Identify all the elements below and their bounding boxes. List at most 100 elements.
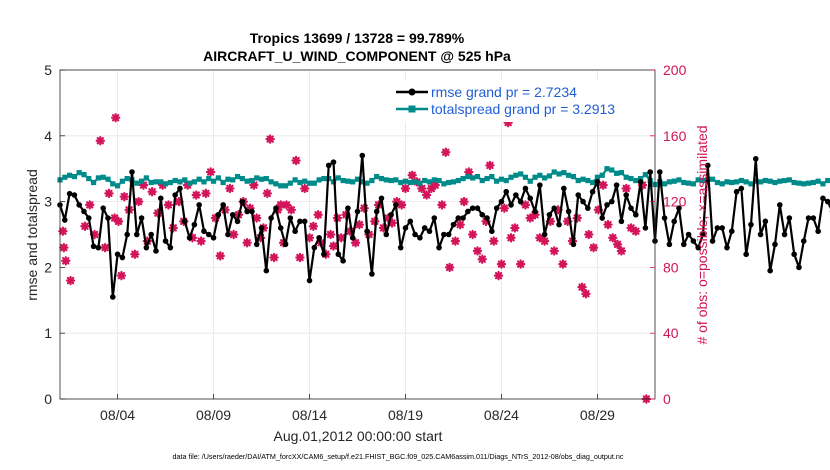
totalspread-point — [570, 173, 577, 180]
totalspread-point — [417, 180, 423, 186]
x-axis: 08/04 08/09 08/14 08/19 08/24 08/29 — [100, 394, 615, 423]
rmse-point — [345, 205, 351, 211]
obs-marker — [417, 183, 427, 194]
totalspread-point — [374, 173, 380, 180]
obs-marker — [477, 254, 487, 264]
totalspread-point — [321, 175, 327, 182]
obs-marker — [295, 252, 305, 263]
totalspread-point — [273, 181, 279, 187]
rmse-point — [273, 205, 279, 211]
rmse-point — [460, 215, 466, 221]
rmse-point — [796, 264, 802, 271]
obs-marker — [205, 167, 216, 177]
totalspread-point — [700, 177, 706, 184]
totalspread-point — [762, 177, 768, 184]
totalspread-point — [508, 174, 514, 180]
totalspread-point — [340, 177, 346, 184]
rmse-point — [196, 202, 202, 208]
rmse-point — [364, 228, 370, 235]
rmse-point — [757, 231, 764, 238]
totalspread-point — [599, 172, 605, 178]
totalspread-point — [455, 177, 461, 184]
totalspread-point — [518, 171, 524, 177]
rmse-point — [541, 231, 548, 238]
totalspread-point — [685, 180, 692, 186]
rmse-point — [748, 221, 754, 228]
totalspread-point — [820, 181, 826, 187]
rmse-point — [537, 182, 543, 188]
totalspread-point — [206, 175, 212, 182]
totalspread-point — [335, 175, 341, 181]
totalspread-point — [186, 180, 193, 186]
rmse-point — [407, 218, 414, 225]
rmse-point — [791, 251, 797, 258]
obs-marker — [400, 183, 411, 194]
rmse-point — [76, 202, 82, 208]
rmse-point — [220, 202, 226, 208]
totalspread-point — [729, 179, 735, 186]
rmse-point — [609, 198, 615, 205]
totalspread-point — [105, 176, 111, 182]
y-axis-label-left: rmse and totalspread — [24, 169, 40, 301]
totalspread-point — [556, 171, 562, 177]
rmse-point — [210, 234, 217, 241]
rmse-point — [546, 211, 553, 218]
totalspread-point — [575, 177, 581, 184]
obs-marker — [325, 229, 336, 240]
totalspread-point — [249, 177, 255, 184]
rmse-point — [551, 205, 558, 211]
totalspread-point — [426, 179, 433, 185]
rmse-point — [484, 215, 490, 221]
legend: rmse grand pr = 2.7234 totalspread grand… — [390, 80, 652, 122]
totalspread-point — [690, 181, 696, 187]
rmse-point — [810, 215, 817, 221]
obs-marker — [61, 256, 71, 266]
rmse-point — [253, 241, 260, 248]
totalspread-point — [676, 177, 682, 183]
x-axis-label: Aug.01,2012 00:00:00 start — [274, 428, 443, 444]
totalspread-point — [182, 177, 188, 183]
rmse-point — [373, 208, 380, 215]
totalspread-point — [738, 177, 744, 184]
totalspread-point — [148, 179, 154, 186]
obs-marker — [598, 180, 608, 190]
rmse-point — [513, 192, 519, 198]
rmse-point — [613, 182, 620, 188]
rmse-point — [268, 215, 274, 221]
rmse-point — [61, 217, 68, 223]
legend-rmse-label: rmse grand pr = 2.7234 — [431, 84, 577, 100]
obs-marker — [59, 242, 69, 253]
rmse-point — [637, 179, 644, 185]
rmse-point — [628, 205, 634, 211]
left-tick-label: 1 — [44, 325, 52, 341]
totalspread-point — [311, 180, 317, 186]
obs-marker — [308, 221, 319, 231]
x-tick-label: 08/04 — [100, 407, 135, 423]
totalspread-point — [542, 175, 548, 181]
totalspread-point — [446, 179, 452, 186]
rmse-point — [656, 169, 663, 175]
totalspread-point — [527, 178, 533, 184]
rmse-point — [234, 218, 241, 225]
totalspread-point — [254, 175, 260, 181]
rmse-point — [181, 218, 188, 225]
rmse-point — [465, 208, 471, 215]
obs-marker — [252, 213, 262, 223]
obs-marker — [104, 188, 114, 199]
left-tick-label: 4 — [44, 128, 52, 144]
rmse-point — [186, 234, 193, 241]
totalspread-point — [753, 178, 759, 184]
rmse-point — [661, 215, 668, 221]
totalspread-point — [786, 177, 792, 183]
rmse-point — [517, 198, 524, 205]
rmse-point — [781, 231, 788, 238]
rmse-point — [623, 192, 630, 198]
y-axis-label-right: # of obs: o=possible; ×=assimilated — [694, 125, 710, 344]
rmse-point — [402, 225, 409, 231]
obs-marker — [407, 170, 417, 180]
totalspread-point — [364, 180, 370, 186]
legend-rmse-marker — [408, 88, 416, 96]
totalspread-point — [316, 177, 322, 183]
obs-marker — [472, 246, 483, 256]
obs-marker — [196, 236, 206, 246]
